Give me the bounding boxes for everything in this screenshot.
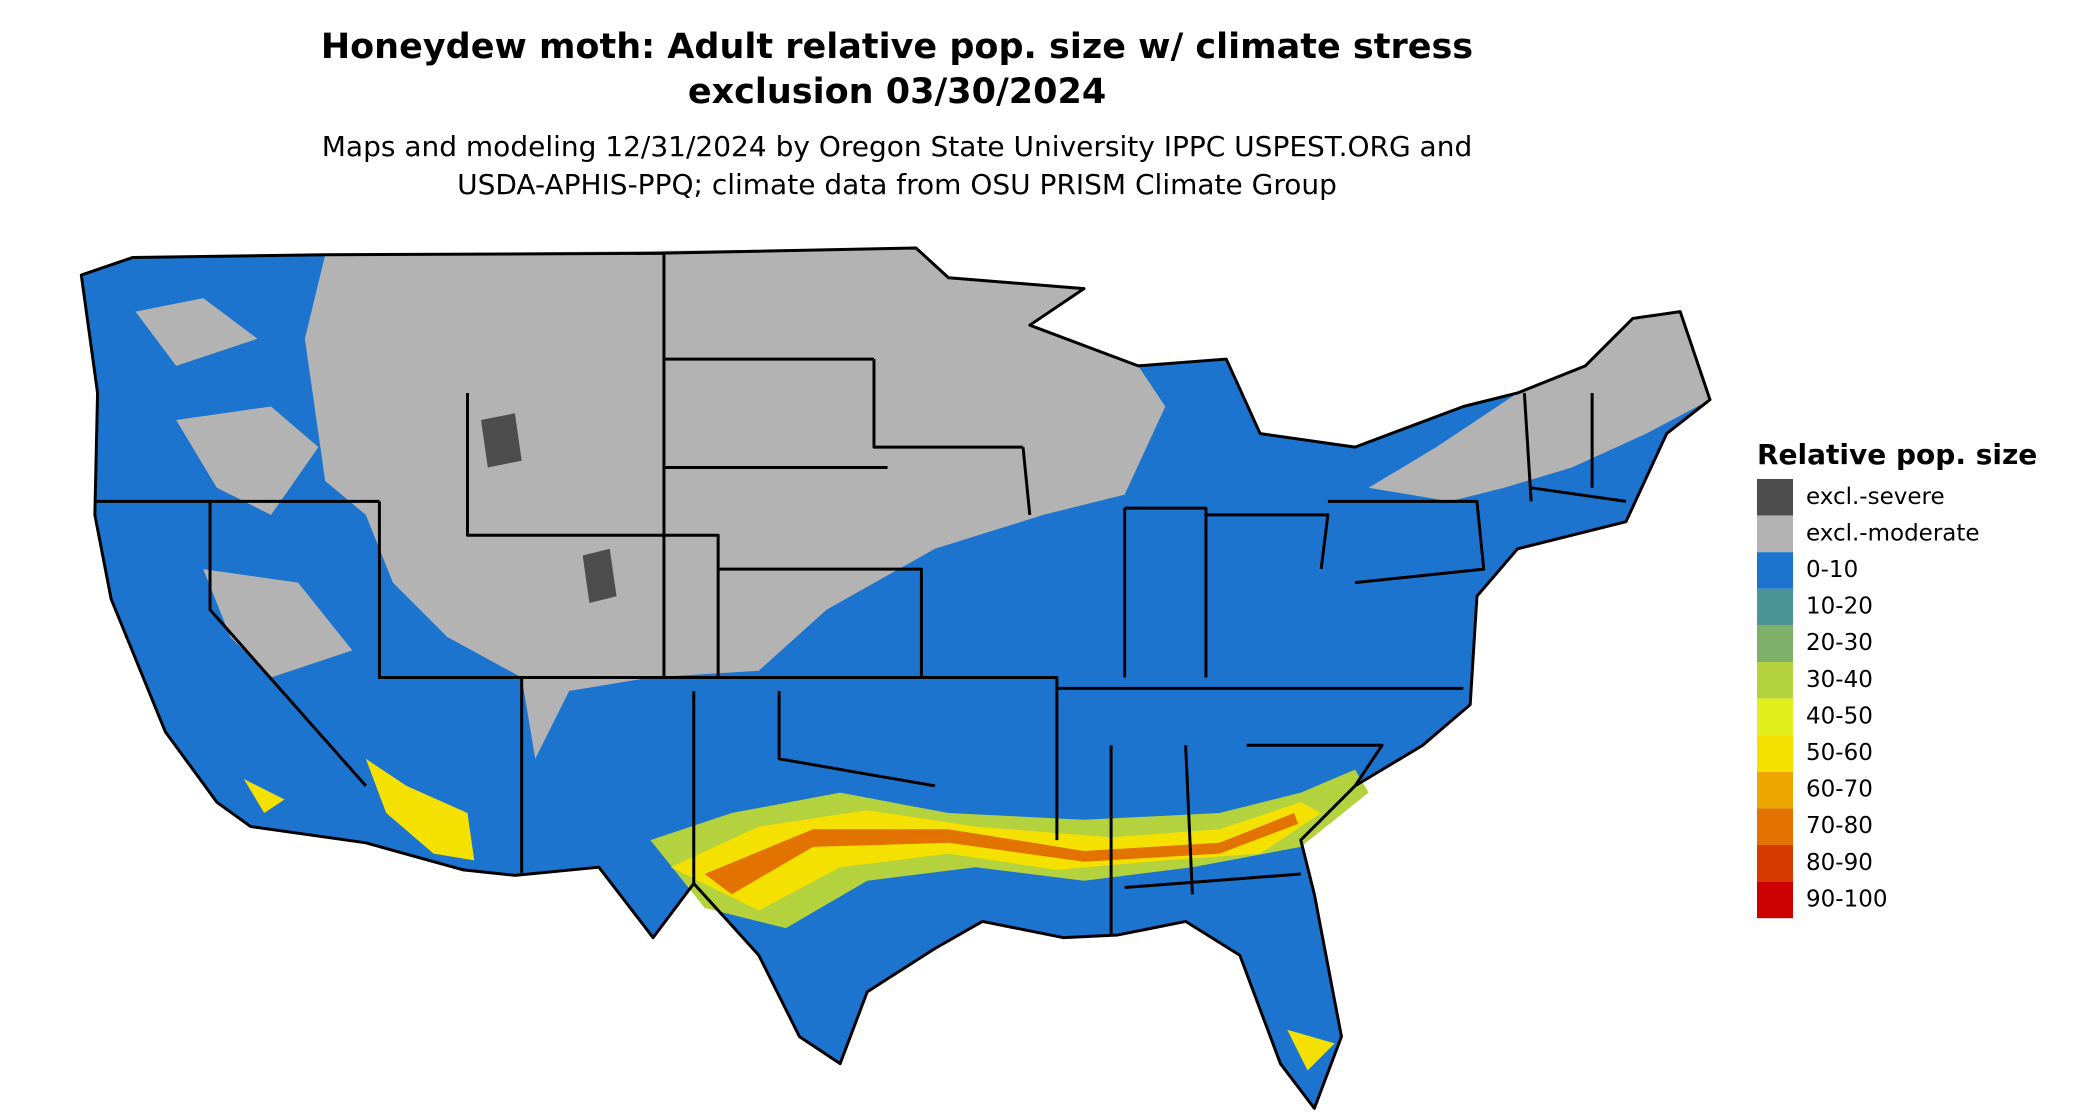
legend-swatch <box>1757 808 1793 845</box>
legend-label: excl.-moderate <box>1806 520 1980 546</box>
legend-swatch <box>1757 771 1793 809</box>
legend-swatch <box>1757 662 1793 699</box>
legend-label: excl.-severe <box>1806 484 1945 510</box>
legend-label: 0-10 <box>1806 557 1858 583</box>
map <box>79 246 1712 1110</box>
subtitle-line: USDA-APHIS-PPQ; climate data from OSU PR… <box>457 168 1337 201</box>
legend-swatch <box>1757 625 1793 662</box>
subtitle-line: Maps and modeling 12/31/2024 by Oregon S… <box>322 130 1473 163</box>
state-borders <box>79 246 1712 1110</box>
legend-swatch <box>1757 735 1793 772</box>
legend-swatch <box>1757 588 1793 626</box>
region-excluded <box>304 247 1166 759</box>
legend-label: 90-100 <box>1806 886 1887 912</box>
legend-label: 70-80 <box>1806 813 1873 839</box>
legend-label: 10-20 <box>1806 594 1873 620</box>
legend-label: 80-90 <box>1806 850 1873 876</box>
legend-label: 60-70 <box>1806 777 1873 803</box>
legend-swatch <box>1757 881 1793 919</box>
legend-swatch <box>1757 845 1793 882</box>
legend-swatch <box>1757 479 1793 516</box>
legend-label: 30-40 <box>1806 667 1873 693</box>
legend-swatch <box>1757 698 1793 736</box>
region-excluded <box>135 298 353 678</box>
legend-swatch <box>1757 552 1793 589</box>
legend-label: 50-60 <box>1806 740 1873 766</box>
legend-label: 20-30 <box>1806 630 1873 656</box>
title-line: exclusion 03/30/2024 <box>688 72 1106 112</box>
region-peak <box>704 813 1299 895</box>
region-excluded <box>1368 311 1711 502</box>
legend-label: 40-50 <box>1806 703 1873 729</box>
legend-title: Relative pop. size <box>1757 438 2037 471</box>
title-line: Honeydew moth: Adult relative pop. size … <box>321 27 1473 67</box>
legend-swatch <box>1757 515 1793 553</box>
